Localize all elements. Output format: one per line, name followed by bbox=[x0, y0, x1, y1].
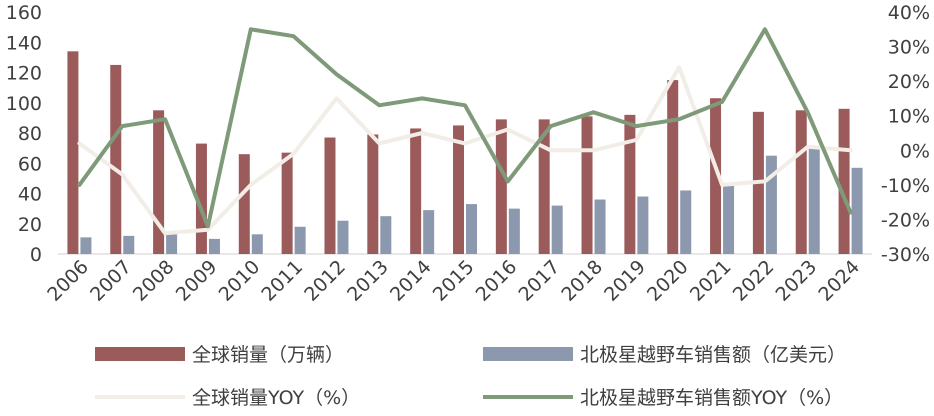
right-axis-tick-label: -10% bbox=[881, 175, 930, 197]
legend-swatch-polaris-revenue bbox=[483, 347, 573, 361]
bar-polaris-revenue bbox=[80, 237, 92, 254]
bar-polaris-revenue bbox=[508, 208, 520, 254]
right-axis-tick-label: 40% bbox=[888, 2, 930, 24]
bar-polaris-revenue bbox=[208, 238, 220, 254]
bar-global-sales bbox=[795, 110, 807, 254]
x-axis-tick-label: 2021 bbox=[686, 256, 736, 306]
bar-global-sales bbox=[281, 152, 293, 254]
x-axis-tick-label: 2008 bbox=[129, 256, 179, 306]
x-axis-tick-label: 2006 bbox=[43, 256, 93, 306]
bar-global-sales bbox=[110, 64, 122, 254]
left-axis-tick-label: 20 bbox=[18, 214, 42, 236]
bar-layer bbox=[67, 51, 863, 255]
x-axis-tick-label: 2018 bbox=[557, 256, 607, 306]
bar-polaris-revenue bbox=[808, 148, 820, 254]
bar-polaris-revenue bbox=[337, 220, 349, 254]
bar-global-sales bbox=[838, 108, 850, 254]
x-axis-tick-label: 2014 bbox=[386, 256, 436, 306]
bar-global-sales bbox=[538, 119, 550, 254]
bar-global-sales bbox=[495, 119, 507, 254]
legend: 全球销量（万辆） 北极星越野车销售额（亿美元） 全球销量YOY（%） 北极星越野… bbox=[95, 344, 846, 409]
right-axis: -30% -20% -10% 0% 10% 20% 30% 40% bbox=[881, 2, 930, 266]
bar-polaris-revenue bbox=[680, 190, 692, 254]
right-axis-tick-label: -30% bbox=[881, 244, 930, 266]
line-polaris-revenue-yoy bbox=[77, 27, 853, 229]
left-axis-tick-label: 40 bbox=[18, 184, 42, 206]
x-axis-tick-label: 2020 bbox=[643, 256, 693, 306]
legend-swatch-global-sales bbox=[95, 347, 185, 361]
x-axis-tick-label: 2009 bbox=[172, 256, 222, 306]
left-axis-tick-label: 0 bbox=[30, 244, 42, 266]
bar-polaris-revenue bbox=[466, 204, 477, 254]
x-axis-tick-label: 2017 bbox=[514, 256, 564, 306]
bar-global-sales bbox=[367, 134, 379, 254]
x-axis-tick-label: 2011 bbox=[257, 256, 307, 306]
bar-polaris-revenue bbox=[723, 182, 735, 254]
left-axis-tick-label: 120 bbox=[6, 63, 42, 85]
x-axis-tick-label: 2024 bbox=[814, 256, 864, 306]
bar-polaris-revenue bbox=[294, 226, 306, 254]
bar-global-sales bbox=[153, 110, 165, 254]
right-axis-tick-label: 0% bbox=[900, 140, 930, 162]
bar-polaris-revenue bbox=[551, 205, 563, 254]
x-axis-tick-label: 2016 bbox=[472, 256, 522, 306]
right-axis-tick-label: 30% bbox=[888, 37, 930, 59]
bar-polaris-revenue bbox=[423, 210, 435, 254]
x-axis-tick-label: 2007 bbox=[86, 256, 136, 306]
x-axis-tick-label: 2013 bbox=[343, 256, 393, 306]
bar-polaris-revenue bbox=[637, 196, 649, 254]
right-axis-tick-label: -20% bbox=[881, 209, 930, 231]
bar-global-sales bbox=[410, 128, 422, 254]
left-axis-tick-label: 60 bbox=[18, 153, 42, 175]
bar-global-sales bbox=[453, 125, 464, 254]
bar-polaris-revenue bbox=[123, 235, 135, 254]
bar-polaris-revenue bbox=[765, 155, 777, 254]
x-axis-tick-label: 2022 bbox=[729, 256, 779, 306]
bar-polaris-revenue bbox=[251, 234, 263, 254]
bar-global-sales bbox=[195, 143, 207, 254]
bar-global-sales bbox=[67, 51, 79, 255]
right-axis-tick-label: 10% bbox=[888, 106, 930, 128]
bar-global-sales bbox=[667, 80, 679, 254]
left-axis-tick-label: 160 bbox=[6, 2, 42, 24]
legend-label-polaris-revenue-yoy: 北极星越野车销售额YOY（%） bbox=[580, 387, 843, 409]
left-axis-tick-label: 80 bbox=[18, 123, 42, 145]
legend-label-global-sales: 全球销量（万辆） bbox=[192, 344, 344, 366]
legend-label-polaris-revenue: 北极星越野车销售额（亿美元） bbox=[580, 344, 846, 366]
bar-global-sales bbox=[581, 116, 593, 254]
left-axis-tick-label: 140 bbox=[6, 32, 42, 54]
x-axis-tick-label: 2010 bbox=[215, 256, 265, 306]
bar-global-sales bbox=[324, 137, 336, 254]
left-axis-tick-label: 100 bbox=[6, 93, 42, 115]
x-axis-tick-label: 2015 bbox=[429, 256, 479, 306]
bar-polaris-revenue bbox=[594, 199, 606, 254]
bar-global-sales bbox=[710, 98, 722, 255]
x-axis-tick-label: 2023 bbox=[772, 256, 822, 306]
bar-polaris-revenue bbox=[166, 234, 178, 254]
bar-global-sales bbox=[624, 114, 636, 254]
x-axis: 2006200720082009201020112012201320142015… bbox=[43, 256, 864, 306]
line-global-sales-yoy bbox=[77, 65, 853, 236]
left-axis: 0 20 40 60 80 100 120 140 160 bbox=[6, 2, 42, 266]
bar-polaris-revenue bbox=[380, 216, 392, 254]
bar-global-sales bbox=[238, 154, 250, 254]
legend-label-global-sales-yoy: 全球销量YOY（%） bbox=[192, 387, 360, 409]
x-axis-tick-label: 2019 bbox=[600, 256, 650, 306]
x-axis-tick-label: 2012 bbox=[300, 256, 350, 306]
bar-polaris-revenue bbox=[851, 167, 863, 254]
right-axis-tick-label: 20% bbox=[888, 71, 930, 93]
line-layer bbox=[77, 27, 853, 236]
